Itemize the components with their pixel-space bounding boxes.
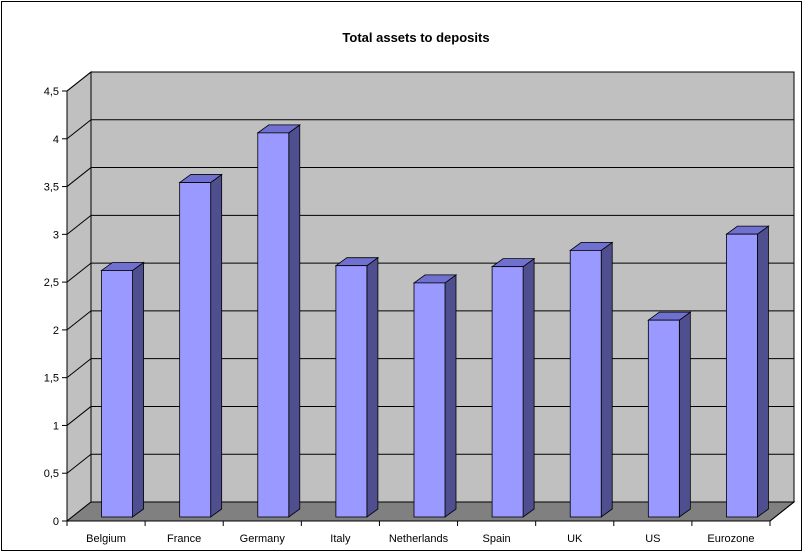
bar-side — [210, 173, 223, 518]
y-tick-label: 0,5 — [44, 468, 59, 480]
bar-side — [522, 257, 535, 518]
y-tick-labels: 0 0,5 1 1,5 2 2,5 3 3,5 4 4,5 — [44, 86, 59, 528]
bar-side — [132, 261, 144, 518]
x-tick-label: Italy — [330, 533, 351, 545]
y-tick-label: 1 — [53, 420, 59, 432]
bar-side — [444, 274, 457, 518]
y-tick-label: 4 — [53, 134, 59, 146]
gridline-side — [66, 358, 92, 379]
bar — [335, 265, 368, 518]
bar — [491, 266, 524, 518]
bar-side — [600, 241, 613, 518]
y-tick-label: 3,5 — [44, 182, 59, 194]
gridline-side — [66, 167, 92, 187]
x-axis-depth — [769, 501, 795, 522]
bar-side — [288, 124, 301, 518]
chart-title: Total assets to deposits — [342, 30, 489, 45]
gridline-side — [66, 214, 92, 235]
x-tick-label: Eurozone — [707, 533, 754, 545]
y-tick-label: 1,5 — [44, 373, 59, 385]
bar — [647, 319, 680, 518]
bar — [413, 282, 446, 518]
bar — [257, 132, 290, 518]
gridline-side — [66, 310, 92, 331]
x-tick-label: Belgium — [86, 533, 126, 545]
gridline-side — [66, 453, 92, 474]
bar — [569, 249, 602, 518]
bar-side — [366, 256, 379, 518]
x-tick-label: Germany — [240, 533, 286, 545]
y-tick-label: 2,5 — [44, 277, 59, 289]
x-tick-label: France — [167, 533, 201, 545]
side-wall — [66, 70, 92, 523]
y-tick-label: 0 — [53, 516, 59, 528]
gridline-side — [66, 119, 92, 140]
y-tick-label: 2 — [53, 325, 59, 337]
y-tick-label: 3 — [53, 229, 59, 241]
gridline-side — [66, 406, 92, 426]
axes — [62, 90, 795, 526]
gridline-side — [66, 71, 92, 92]
x-tick-label: US — [645, 533, 660, 545]
bar — [726, 233, 758, 518]
bar — [179, 182, 212, 518]
y-tick-label: 4,5 — [44, 86, 59, 98]
bars — [100, 124, 770, 518]
x-tick-label: Netherlands — [389, 533, 449, 545]
x-tick-labels: Belgium France Germany Italy Netherlands Spai… — [86, 533, 754, 545]
x-tick-label: UK — [567, 533, 583, 545]
gridline-side — [66, 262, 92, 283]
bar — [101, 270, 133, 518]
bar-side — [757, 225, 769, 518]
bar-side — [678, 311, 691, 518]
x-tick-label: Spain — [483, 533, 511, 545]
